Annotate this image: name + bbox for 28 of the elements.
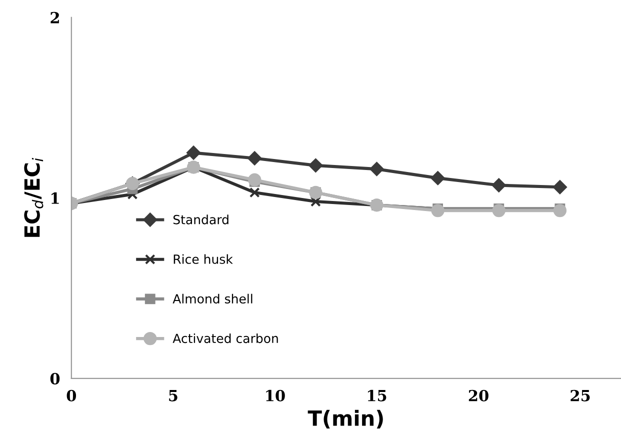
- x-tick-label: 25: [570, 390, 590, 402]
- point: [248, 151, 262, 166]
- x-tick-label: 0: [66, 390, 76, 402]
- point: [249, 187, 260, 198]
- point: [370, 162, 384, 176]
- x-tick-label: 5: [169, 390, 178, 402]
- x-tick-label: 10: [266, 390, 285, 402]
- point: [310, 196, 321, 207]
- legend-label: Rice husk: [174, 254, 233, 264]
- point: [430, 171, 445, 186]
- point: [553, 204, 567, 218]
- point: [186, 146, 200, 160]
- legend-label: Standard: [173, 214, 228, 224]
- point: [248, 173, 262, 186]
- point: [492, 204, 506, 218]
- point: [308, 158, 323, 172]
- x-tick-label: 20: [468, 390, 488, 402]
- y-tick-label: 2: [50, 12, 59, 24]
- legend-label: Almond shell: [172, 294, 252, 304]
- legend-label: Activated carbon: [172, 333, 278, 344]
- point: [552, 180, 567, 194]
- point: [431, 204, 444, 218]
- y-tick-label: 0: [50, 372, 60, 384]
- x-axis-title: T(min): [308, 410, 383, 428]
- y-axis-title: EC$_{d}$/EC$_{i}$: [24, 158, 44, 237]
- y-tick-label: 1: [52, 192, 59, 204]
- x-tick-label: 15: [368, 390, 386, 402]
- point: [492, 178, 506, 192]
